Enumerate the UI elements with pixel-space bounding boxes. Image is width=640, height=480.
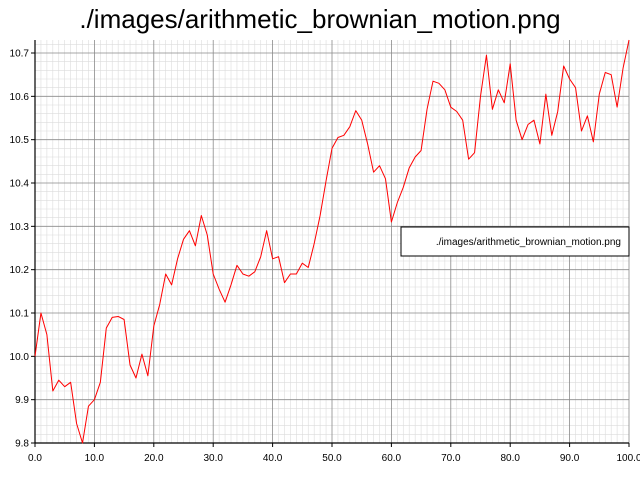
x-tick-label: 40.0 [263,453,283,464]
y-tick-label: 10.3 [10,222,30,233]
axes: 0.0 10.0 20.0 30.0 40.0 50.0 60.0 70.0 80.0 90.0 1… [10,40,640,464]
y-tick-label: 9.8 [15,439,29,450]
legend: ./images/arithmetic_brownian_motion.png [400,226,630,257]
x-tick-label: 30.0 [203,453,223,464]
chart-title: ./images/arithmetic_brownian_motion.png [79,4,561,34]
x-tick-label: 50.0 [322,453,342,464]
series-line [34,39,630,444]
y-tick-label: 10.6 [10,92,30,103]
y-tick-label: 10.5 [10,135,30,146]
y-tick-label: 10.0 [10,352,30,363]
x-tick-label: 20.0 [144,453,164,464]
x-tick-label: 70.0 [441,453,461,464]
x-tick-label: 90.0 [560,453,580,464]
legend-box [400,226,630,257]
y-tick-label: 10.2 [10,265,30,276]
x-tick-label: 80.0 [500,453,520,464]
x-tick-label: 100.0 [616,453,640,464]
x-tick-label: 0.0 [28,453,42,464]
x-tick-label: 60.0 [382,453,402,464]
y-tick-label: 10.7 [10,49,30,60]
y-tick-label: 9.9 [15,395,29,406]
y-tick-label: 10.4 [10,179,30,190]
legend-entry-label: ./images/arithmetic_brownian_motion.png [436,237,621,248]
x-tick-label: 10.0 [85,453,105,464]
series-layer [34,39,630,444]
y-tick-label: 10.1 [10,309,30,320]
